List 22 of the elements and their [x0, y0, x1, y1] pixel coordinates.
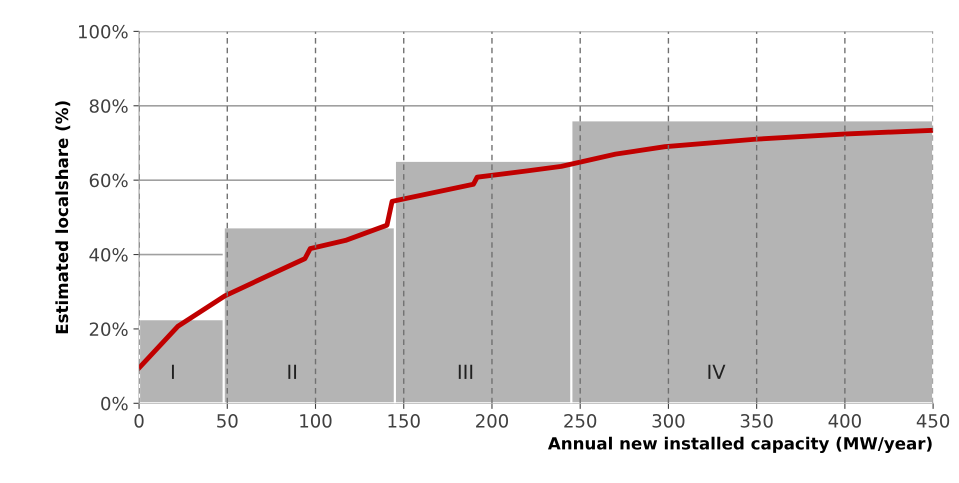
y-tick-label: 0%: [101, 396, 128, 410]
y-tick-label: 40%: [89, 248, 128, 262]
x-axis-title: Annual new installed capacity (MW/year): [548, 436, 932, 454]
annotation: IV: [708, 364, 726, 379]
x-tick-label: 400: [828, 414, 861, 428]
annotation: III: [458, 364, 472, 379]
x-tick-label: 350: [740, 414, 773, 428]
x-tick-label: 100: [300, 414, 332, 428]
x-tick-label: 0: [134, 414, 144, 428]
annotation: I: [172, 364, 174, 379]
y-tick-label: 80%: [90, 99, 128, 113]
y-tick-label: 60%: [90, 174, 128, 188]
x-tick-label: 300: [652, 414, 684, 428]
x-tick-label: 250: [564, 414, 596, 428]
x-tick-label: 150: [388, 414, 420, 428]
y-tick-label: 20%: [90, 322, 128, 336]
x-tick-label: 450: [916, 414, 950, 428]
y-axis-title: Estimated localshare (%): [55, 101, 70, 334]
x-tick-label: 200: [476, 414, 508, 428]
annotation: II: [288, 364, 296, 379]
y-tick-label: 100%: [79, 24, 128, 39]
x-tick-label: 50: [217, 414, 238, 428]
